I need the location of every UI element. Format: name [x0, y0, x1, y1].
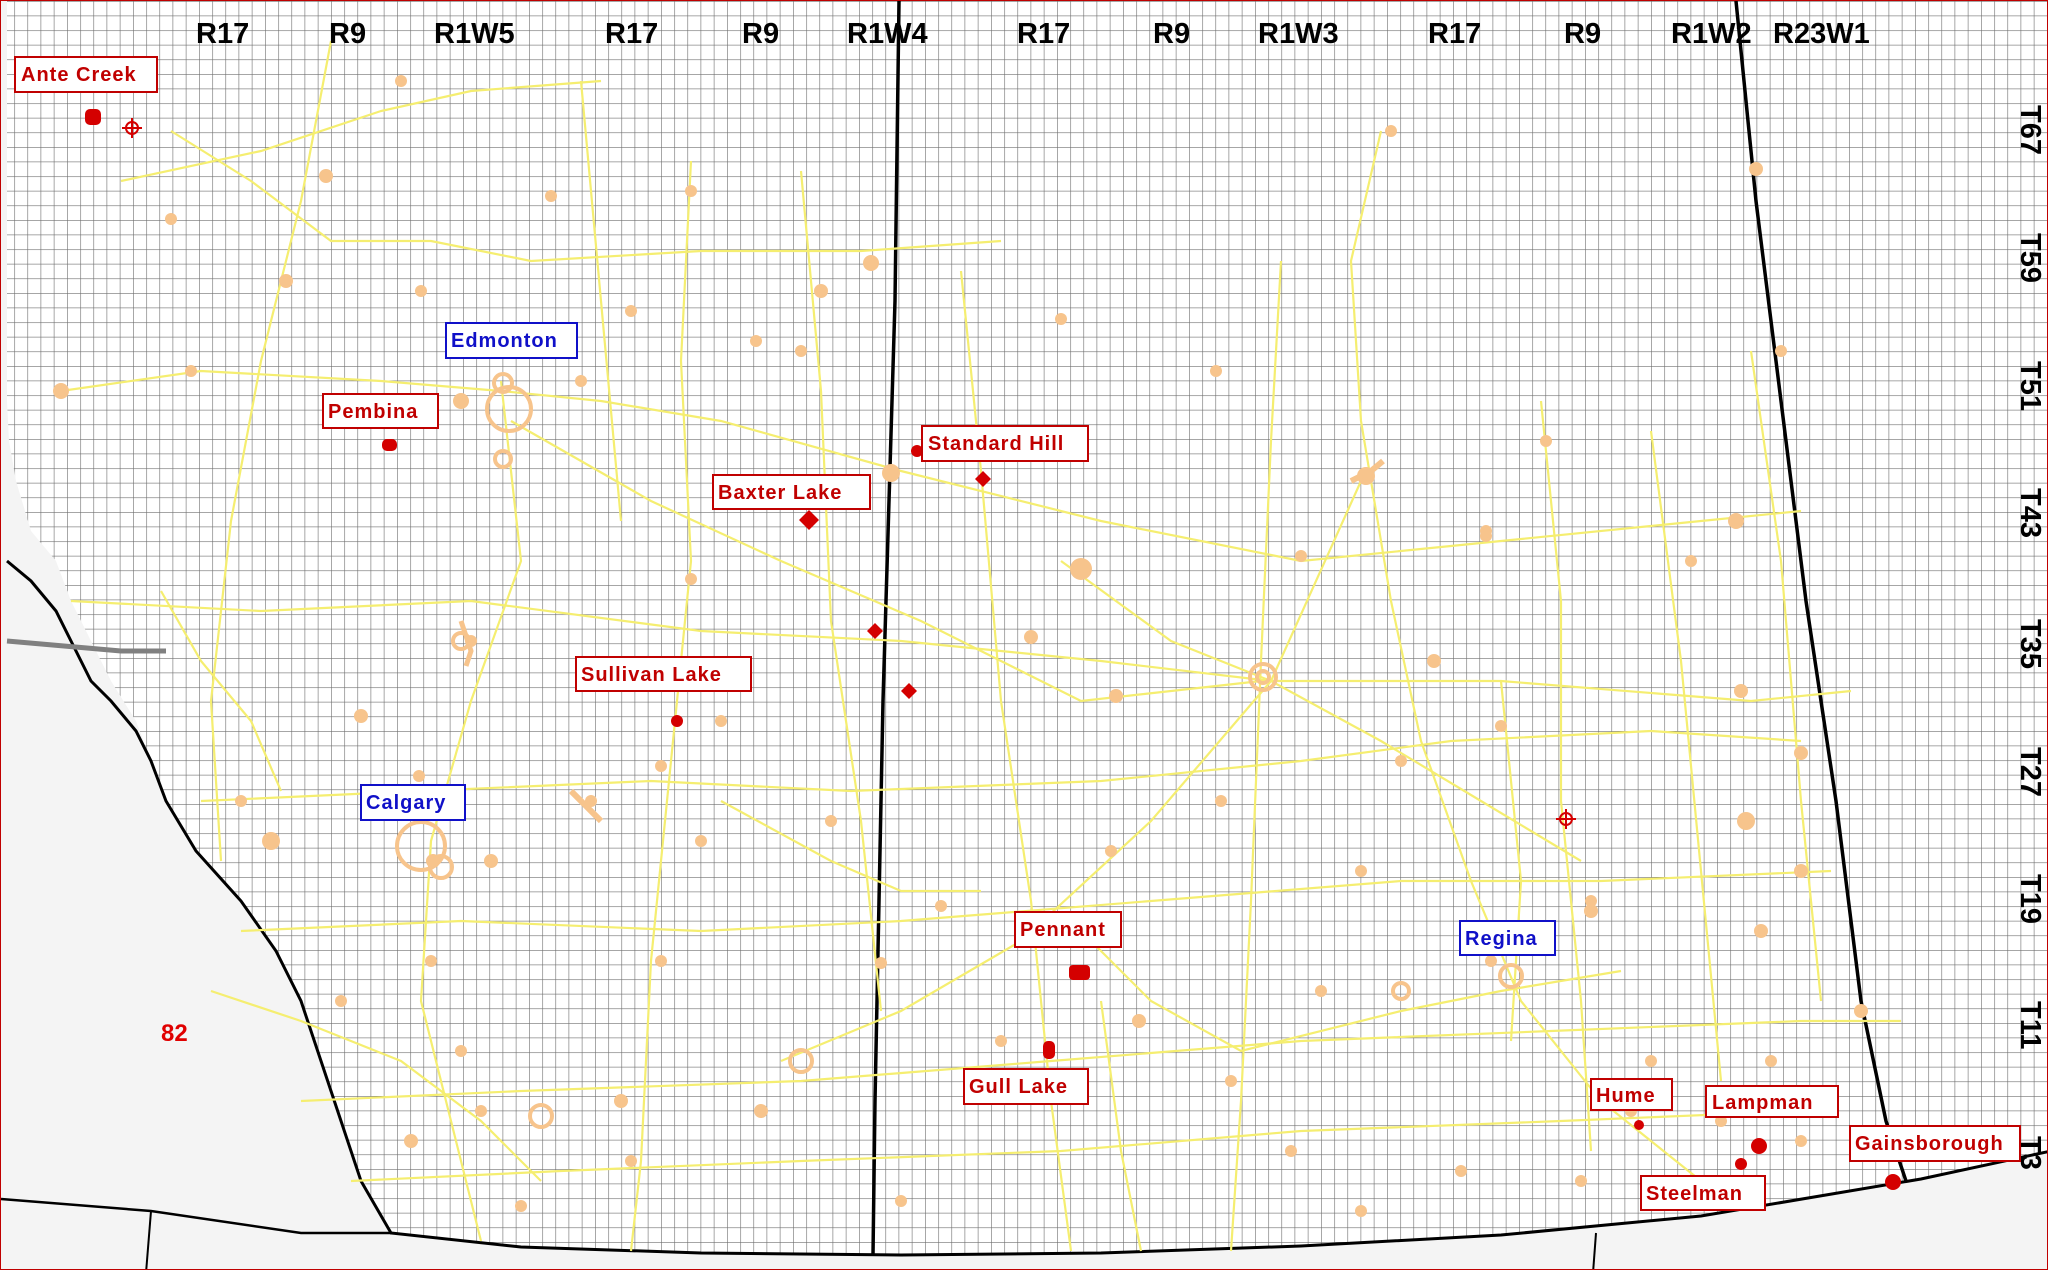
svg-text:Baxter Lake: Baxter Lake [718, 482, 842, 504]
city-rings [395, 372, 1524, 1129]
township-label: T11 [2014, 1001, 2046, 1049]
roads [60, 40, 1901, 1252]
site-label-steelman[interactable]: Steelman [1640, 1175, 1766, 1211]
sullivan-lake-marker [671, 715, 683, 727]
range-label: R9 [1564, 18, 1601, 50]
svg-text:Ante Creek: Ante Creek [21, 64, 137, 86]
site-diamond [901, 683, 917, 699]
site-diamond [867, 623, 883, 639]
site-markers [85, 109, 1901, 1190]
svg-text:Lampman: Lampman [1712, 1092, 1813, 1114]
range-label: R17 [1017, 18, 1070, 50]
city-label-calgary[interactable]: Calgary [360, 784, 466, 821]
outside-boundary [1, 1197, 391, 1235]
steelman-marker [1735, 1158, 1747, 1170]
city-label-edmonton[interactable]: Edmonton [445, 322, 578, 359]
svg-text:Gull Lake: Gull Lake [969, 1076, 1068, 1098]
range-label: R1W3 [1258, 18, 1339, 50]
meridian-w4 [871, 1, 901, 1256]
target-markers [122, 118, 1576, 829]
standard-hill-marker [911, 445, 923, 457]
site-label-gainsborough[interactable]: Gainsborough [1849, 1125, 2021, 1162]
hume-marker [1634, 1120, 1644, 1130]
pembina-marker [382, 439, 397, 451]
site-label-pembina[interactable]: Pembina [322, 393, 439, 429]
site-label-lampman[interactable]: Lampman [1705, 1085, 1839, 1118]
site-label-baxter-lake[interactable]: Baxter Lake [712, 474, 871, 510]
standard-hill-diamond [975, 471, 991, 487]
range-label: R9 [329, 18, 366, 50]
provincial-border-gray [6, 638, 166, 654]
svg-text:Edmonton: Edmonton [451, 330, 558, 352]
meridian-w2 [1734, 1, 1908, 1182]
svg-text:Pennant: Pennant [1020, 919, 1106, 941]
township-label: T43 [2014, 488, 2046, 538]
range-label: R1W2 [1671, 18, 1752, 50]
range-label: R9 [1153, 18, 1190, 50]
township-labels: T67 T59 T51 T43 T35 T27 T19 T11 T3 [2014, 105, 2046, 1170]
towns [53, 75, 1868, 1217]
lampman-marker [1751, 1138, 1767, 1154]
range-label: R1W4 [847, 18, 928, 50]
range-label: R17 [605, 18, 658, 50]
baxter-lake-marker [799, 510, 819, 530]
svg-text:Sullivan Lake: Sullivan Lake [581, 664, 722, 686]
township-label: T27 [2014, 747, 2046, 797]
township-label: T35 [2014, 619, 2046, 669]
township-label: T51 [2014, 361, 2046, 411]
site-label-gull-lake[interactable]: Gull Lake [963, 1068, 1089, 1105]
range-labels: R17 R9 R1W5 R17 R9 R1W4 R17 R9 R1W3 R17 … [196, 18, 1870, 50]
svg-text:Steelman: Steelman [1646, 1183, 1743, 1205]
border-line [6, 559, 2047, 1257]
site-labels: Ante Creek Pembina Standard Hill Baxter … [14, 56, 2021, 1211]
gull-lake-marker [1043, 1041, 1055, 1059]
ante-creek-marker [85, 109, 101, 125]
site-label-pennant[interactable]: Pennant [1014, 911, 1122, 948]
township-label: T67 [2014, 105, 2046, 155]
outside-boundary-tick [145, 1210, 152, 1269]
svg-text:Calgary: Calgary [366, 792, 446, 814]
range-label: R17 [196, 18, 249, 50]
township-label: T59 [2014, 233, 2046, 283]
range-label: R1W5 [434, 18, 515, 50]
region-label: 82 [161, 1020, 188, 1047]
range-label: R17 [1428, 18, 1481, 50]
site-label-sullivan-lake[interactable]: Sullivan Lake [575, 656, 752, 692]
site-label-ante-creek[interactable]: Ante Creek [14, 56, 158, 93]
city-label-regina[interactable]: Regina [1459, 920, 1556, 956]
city-labels: Edmonton Calgary Regina [360, 322, 1556, 956]
outside-boundary-tick-2 [1592, 1232, 1597, 1269]
svg-text:Regina: Regina [1465, 928, 1538, 950]
site-label-hume[interactable]: Hume [1590, 1078, 1673, 1111]
pennant-marker [1069, 965, 1090, 980]
township-label: T19 [2014, 874, 2046, 924]
svg-text:Gainsborough: Gainsborough [1855, 1133, 2004, 1155]
gainsborough-marker [1885, 1174, 1901, 1190]
site-label-standard-hill[interactable]: Standard Hill [921, 425, 1089, 462]
svg-text:Hume: Hume [1596, 1085, 1656, 1107]
svg-text:Pembina: Pembina [328, 401, 418, 423]
range-label: R9 [742, 18, 779, 50]
svg-text:Standard Hill: Standard Hill [928, 433, 1064, 455]
range-label: R23W1 [1773, 18, 1870, 50]
